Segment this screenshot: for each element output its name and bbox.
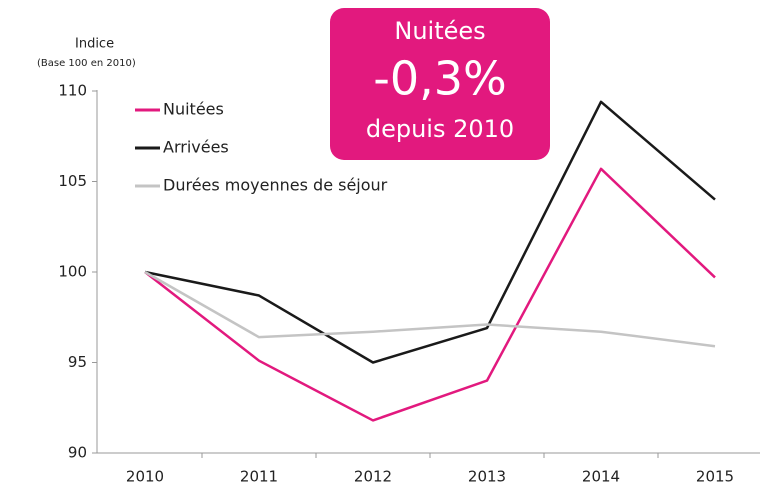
y-tick-label: 95 <box>68 353 87 371</box>
y-tick-label: 90 <box>68 444 87 462</box>
legend-label: Arrivées <box>163 138 229 157</box>
y-axis-label: Indice <box>75 37 114 52</box>
series-line <box>144 270 716 348</box>
series-line <box>144 167 716 422</box>
x-tick-label: 2015 <box>696 468 734 486</box>
legend-label: Durées moyennes de séjour <box>163 176 388 195</box>
annotation-box <box>330 8 550 160</box>
y-tick-label: 110 <box>58 82 87 100</box>
legend-label: Nuitées <box>163 100 224 119</box>
x-tick-label: 2011 <box>240 468 278 486</box>
annotation-title: Nuitées <box>394 17 485 45</box>
x-tick-label: 2012 <box>354 468 392 486</box>
y-tick-label: 100 <box>58 263 87 281</box>
y-tick-label: 105 <box>58 172 87 190</box>
annotation-value: -0,3% <box>373 52 506 106</box>
annotation-subtitle: depuis 2010 <box>366 115 514 143</box>
x-tick-label: 2010 <box>126 468 164 486</box>
y-axis-sublabel: (Base 100 en 2010) <box>37 58 136 69</box>
series-line <box>144 100 716 364</box>
x-tick-label: 2014 <box>582 468 620 486</box>
x-tick-label: 2013 <box>468 468 506 486</box>
